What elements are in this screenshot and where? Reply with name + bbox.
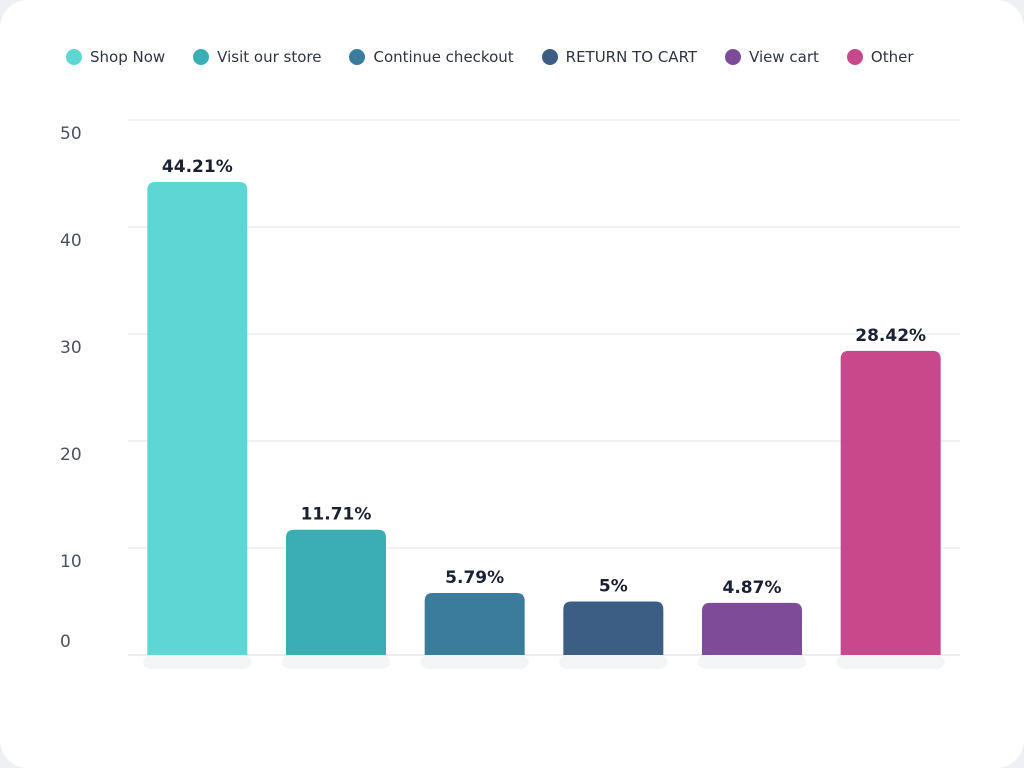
legend-label: Continue checkout [373,48,514,66]
data-label: 28.42% [855,326,926,346]
legend-item[interactable]: Visit our store [193,48,321,66]
data-label: 4.87% [723,578,782,598]
legend-label: Other [870,48,914,66]
bar-shadow [143,655,252,669]
legend-item[interactable]: Other [846,48,914,66]
y-tick-label: 20 [60,445,82,465]
legend-dot-icon [349,49,366,65]
data-label: 11.71% [301,505,372,525]
legend-item[interactable]: RETURN TO CART [541,48,698,66]
legend-item[interactable]: Shop Now [66,48,165,66]
legend-dot-icon [846,49,863,65]
y-tick-label: 30 [60,338,82,358]
legend-label: Shop Now [90,48,166,66]
data-label: 5.79% [445,568,504,588]
legend-label: Visit our store [217,48,322,66]
bar [286,529,386,655]
y-tick-label: 40 [60,231,82,251]
bar-shadow [836,655,945,669]
legend-dot-icon [725,49,742,65]
y-tick-label: 0 [60,632,71,652]
legend-dot-icon [541,49,558,65]
bar-shadow [282,655,390,669]
legend-dot-icon [66,49,82,65]
legend-item[interactable]: Continue checkout [349,48,514,66]
bar [147,181,248,655]
data-label: 44.21% [162,157,233,177]
data-label: 5% [599,577,628,597]
bar [840,350,941,655]
bar-shadow [698,655,806,669]
legend: Shop Now Visit our store Continue checkout… [66,48,942,66]
bar [702,602,802,655]
legend-label: View cart [749,48,819,66]
legend-dot-icon [193,49,210,65]
y-tick-label: 10 [60,552,82,572]
bar-shadow [420,655,529,669]
legend-label: RETURN TO CART [565,48,698,66]
y-tick-label: 50 [60,124,82,144]
bar-shadow [559,655,668,669]
bar [563,601,664,655]
bar [424,593,525,655]
legend-item[interactable]: View cart [725,48,819,66]
